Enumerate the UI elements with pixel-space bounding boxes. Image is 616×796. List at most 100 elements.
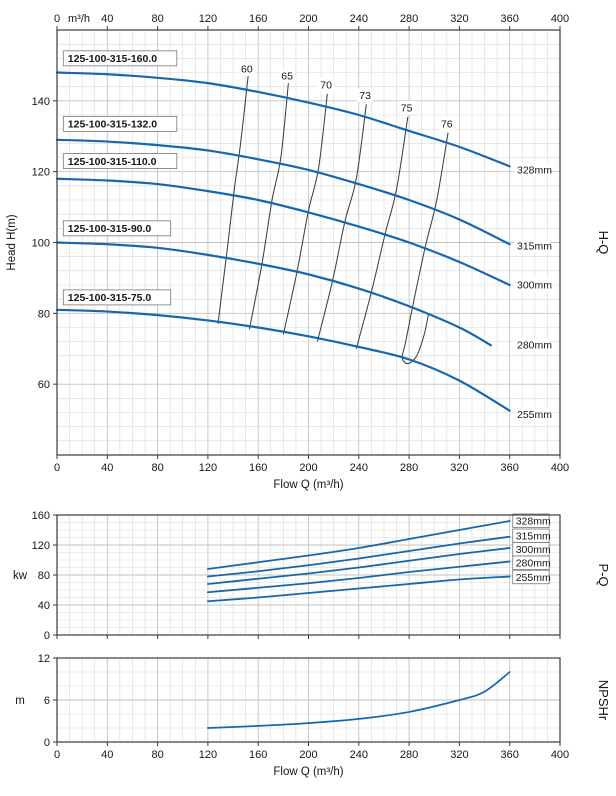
y-tick-12: 12 — [38, 653, 50, 665]
y-tick-0: 0 — [44, 737, 50, 749]
x-tick-top-360: 360 — [501, 13, 519, 25]
curve-300mm — [207, 547, 511, 585]
y-tick-60: 60 — [38, 379, 50, 391]
x-tick-top-0: 0 — [54, 13, 60, 25]
model-label-125-100-315-160.0: 125-100-315-160.0 — [68, 53, 157, 65]
efficiency-line-60 — [217, 75, 249, 325]
x-tick-0: 0 — [54, 462, 60, 474]
y-tick-120: 120 — [32, 540, 50, 552]
hq-chart: 60 65 70 73 75 76 328mm 315mm 300mm 280mm 255mm 125… — [6, 13, 611, 491]
curve-328mm — [55, 71, 511, 168]
x-tick-top-160: 160 — [249, 13, 267, 25]
npshr-chart: 0 40 80 120 160 200 240 280 320 360 400 0 6 12 Flow Q … — [15, 653, 611, 778]
x-tick-top-240: 240 — [350, 13, 368, 25]
x-tick-top-200: 200 — [299, 13, 317, 25]
side-label-hq: H-Q — [596, 231, 611, 255]
x-tick-40: 40 — [101, 749, 113, 761]
efficiency-line-70 — [282, 93, 328, 335]
x-tick-40: 40 — [101, 462, 113, 474]
diameter-label-315mm: 315mm — [516, 531, 551, 543]
x-tick-400: 400 — [551, 462, 569, 474]
diameter-label-280mm: 280mm — [517, 340, 552, 352]
curve-255mm — [55, 308, 511, 412]
model-label-box — [62, 289, 172, 306]
y-tick-40: 40 — [38, 600, 50, 612]
x-tick-200: 200 — [299, 462, 317, 474]
grid — [56, 657, 561, 743]
model-label-box — [62, 220, 172, 237]
y-tick-80: 80 — [38, 308, 50, 320]
x-tick-0: 0 — [54, 749, 60, 761]
curve-280mm — [207, 560, 511, 594]
efficiency-line-73 — [316, 104, 367, 342]
model-label-box — [62, 153, 178, 169]
y-tick-80: 80 — [38, 570, 50, 582]
x-tick-160: 160 — [249, 462, 267, 474]
model-label-box — [62, 115, 178, 132]
diameter-label-280mm: 280mm — [516, 558, 551, 570]
x-axis-title-hq: Flow Q (m³/h) — [273, 479, 343, 491]
y-axis-title-npshr: m — [15, 695, 25, 707]
efficiency-label-75: 75 — [401, 102, 413, 114]
y-tick-120: 120 — [32, 167, 50, 179]
efficiency-line-65 — [248, 83, 289, 330]
curve-300mm — [55, 177, 511, 287]
efficiency-label-70: 70 — [320, 79, 332, 91]
x-axis-title-npshr: Flow Q (m³/h) — [273, 766, 343, 778]
x-tick-320: 320 — [450, 749, 468, 761]
model-label-box — [62, 50, 178, 67]
side-label-npshr: NPSHr — [596, 680, 611, 721]
diameter-label-328mm: 328mm — [517, 164, 552, 176]
model-label-125-100-315-75.0: 125-100-315-75.0 — [68, 292, 152, 304]
x-tick-360: 360 — [501, 462, 519, 474]
y-axis-title-pq: kw — [13, 570, 28, 582]
x-tick-240: 240 — [350, 749, 368, 761]
x-tick-280: 280 — [400, 749, 418, 761]
curve-315mm — [55, 138, 511, 246]
x-tick-top-280: 280 — [400, 13, 418, 25]
efficiency-label-65: 65 — [281, 71, 293, 83]
x-tick-80: 80 — [151, 462, 163, 474]
y-axis-title-hq: Head H(m) — [6, 214, 18, 270]
curve-328mm — [207, 520, 511, 570]
y-tick-140: 140 — [32, 96, 50, 108]
diameter-label-315mm: 315mm — [517, 241, 552, 253]
curve-255mm — [207, 575, 511, 603]
curve-315mm — [207, 535, 511, 578]
diameter-label-300mm: 300mm — [516, 544, 551, 556]
grid — [56, 514, 561, 636]
x-tick-280: 280 — [400, 462, 418, 474]
x-axis-unit: m³/h — [68, 13, 90, 25]
x-tick-400: 400 — [551, 749, 569, 761]
model-label-125-100-315-90.0: 125-100-315-90.0 — [68, 223, 152, 235]
x-tick-top-80: 80 — [151, 13, 163, 25]
diameter-label-255mm: 255mm — [517, 409, 552, 421]
x-tick-top-320: 320 — [450, 13, 468, 25]
y-tick-100: 100 — [32, 238, 50, 250]
curve-280mm — [55, 241, 492, 347]
diameter-label-328mm: 328mm — [516, 516, 551, 528]
efficiency-label-76: 76 — [441, 118, 453, 130]
grid — [56, 29, 561, 456]
efficiency-label-73: 73 — [359, 90, 371, 102]
x-tick-360: 360 — [501, 749, 519, 761]
y-tick-6: 6 — [44, 695, 50, 707]
diameter-label-300mm: 300mm — [517, 280, 552, 292]
efficiency-line-76 — [401, 132, 449, 365]
diameter-label-255mm: 255mm — [516, 572, 551, 584]
x-tick-120: 120 — [199, 749, 217, 761]
x-tick-top-40: 40 — [101, 13, 113, 25]
x-tick-200: 200 — [299, 749, 317, 761]
efficiency-label-60: 60 — [241, 63, 253, 75]
x-tick-240: 240 — [350, 462, 368, 474]
x-tick-80: 80 — [151, 749, 163, 761]
model-label-125-100-315-132.0: 125-100-315-132.0 — [68, 119, 157, 131]
curve-npshr — [207, 671, 511, 729]
side-label-pq: P-Q — [596, 563, 611, 586]
x-tick-120: 120 — [199, 462, 217, 474]
x-tick-320: 320 — [450, 462, 468, 474]
model-label-125-100-315-110.0: 125-100-315-110.0 — [68, 156, 157, 168]
x-tick-160: 160 — [249, 749, 267, 761]
